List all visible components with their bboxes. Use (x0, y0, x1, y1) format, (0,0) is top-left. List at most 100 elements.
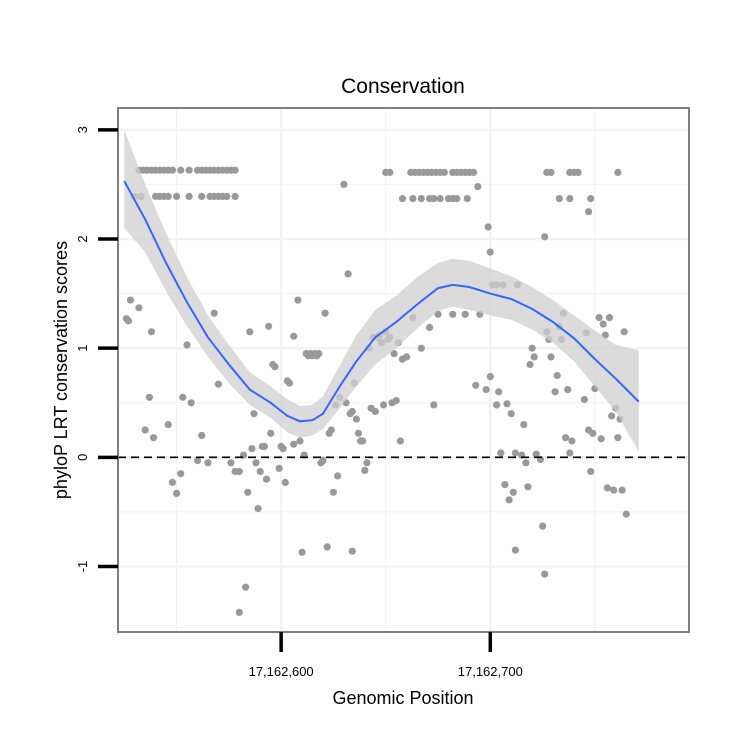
data-point (352, 415, 360, 423)
data-point (267, 429, 275, 437)
y-tick-label: -1 (75, 561, 90, 573)
data-point (553, 371, 561, 380)
data-point (290, 332, 298, 340)
data-point (168, 478, 176, 486)
data-point (568, 437, 576, 445)
data-point (319, 457, 327, 465)
x-axis-label: Genomic Position (332, 688, 473, 708)
data-point (193, 457, 202, 465)
data-point (608, 412, 616, 420)
data-point (281, 478, 289, 486)
data-point (298, 548, 306, 556)
confidence-band (124, 129, 639, 452)
y-tick-label: 2 (75, 235, 90, 242)
data-point (547, 353, 555, 361)
data-point (223, 192, 231, 200)
data-point (403, 353, 411, 361)
data-point (587, 467, 595, 476)
data-point (486, 373, 494, 381)
data-point (126, 296, 135, 304)
data-point (532, 450, 540, 458)
data-point (461, 310, 469, 318)
data-point (141, 426, 149, 434)
data-point (486, 248, 494, 256)
data-point (430, 401, 438, 409)
data-point (296, 437, 304, 445)
data-point (430, 195, 438, 203)
data-point (566, 449, 574, 457)
data-point (484, 223, 492, 231)
data-point (231, 166, 239, 174)
data-point (147, 328, 156, 336)
data-point (482, 386, 490, 394)
data-point (618, 486, 626, 494)
data-point (252, 459, 260, 467)
data-point (246, 328, 254, 336)
data-point (474, 183, 482, 191)
data-point (294, 296, 302, 304)
data-point (566, 195, 574, 203)
data-point (173, 192, 181, 200)
data-point (256, 467, 264, 476)
smooth-line (123, 180, 640, 423)
data-point (541, 570, 549, 578)
data-point (265, 322, 273, 330)
data-point (511, 449, 519, 457)
data-point (587, 195, 595, 203)
data-point (417, 195, 425, 203)
data-point (386, 168, 394, 176)
data-point (279, 445, 287, 453)
data-point (340, 180, 348, 188)
data-point (242, 583, 250, 591)
data-point (597, 435, 605, 443)
data-point (507, 410, 515, 418)
data-point (392, 397, 400, 405)
data-point (589, 429, 597, 437)
data-point (168, 166, 176, 174)
chart-title: Conservation (341, 75, 465, 98)
data-point (453, 195, 461, 203)
data-point (344, 270, 352, 278)
data-point (235, 467, 243, 476)
data-point (562, 434, 570, 442)
data-point (348, 407, 356, 416)
data-point (271, 363, 279, 371)
data-point (511, 546, 519, 554)
data-point (354, 429, 363, 437)
data-point (262, 475, 271, 483)
data-point (605, 314, 614, 322)
data-point (179, 393, 187, 401)
data-point (183, 341, 191, 349)
data-point (185, 192, 193, 200)
data-point (622, 510, 630, 518)
data-point (145, 393, 153, 401)
data-point (177, 166, 185, 174)
data-point (204, 459, 212, 467)
data-point (539, 522, 547, 530)
data-point (164, 192, 172, 200)
data-point (526, 360, 534, 369)
data-point (528, 344, 536, 352)
data-point (361, 466, 369, 474)
data-point (254, 505, 262, 513)
data-point (227, 459, 235, 467)
y-axis-label: phyloP LRT conservation scores (51, 241, 71, 499)
data-point (390, 350, 398, 358)
data-point (470, 168, 478, 176)
data-point (135, 304, 143, 312)
data-point (449, 310, 457, 318)
data-point (398, 195, 407, 203)
data-point (396, 437, 404, 445)
data-point (417, 344, 425, 352)
data-point (614, 168, 622, 176)
data-point (541, 233, 549, 241)
data-point (248, 445, 256, 453)
data-point (501, 481, 509, 489)
data-point (244, 488, 252, 496)
data-point (564, 386, 572, 394)
data-point (177, 470, 185, 478)
data-point (285, 379, 294, 387)
data-point (495, 388, 503, 396)
y-tick-label: 3 (75, 126, 90, 133)
